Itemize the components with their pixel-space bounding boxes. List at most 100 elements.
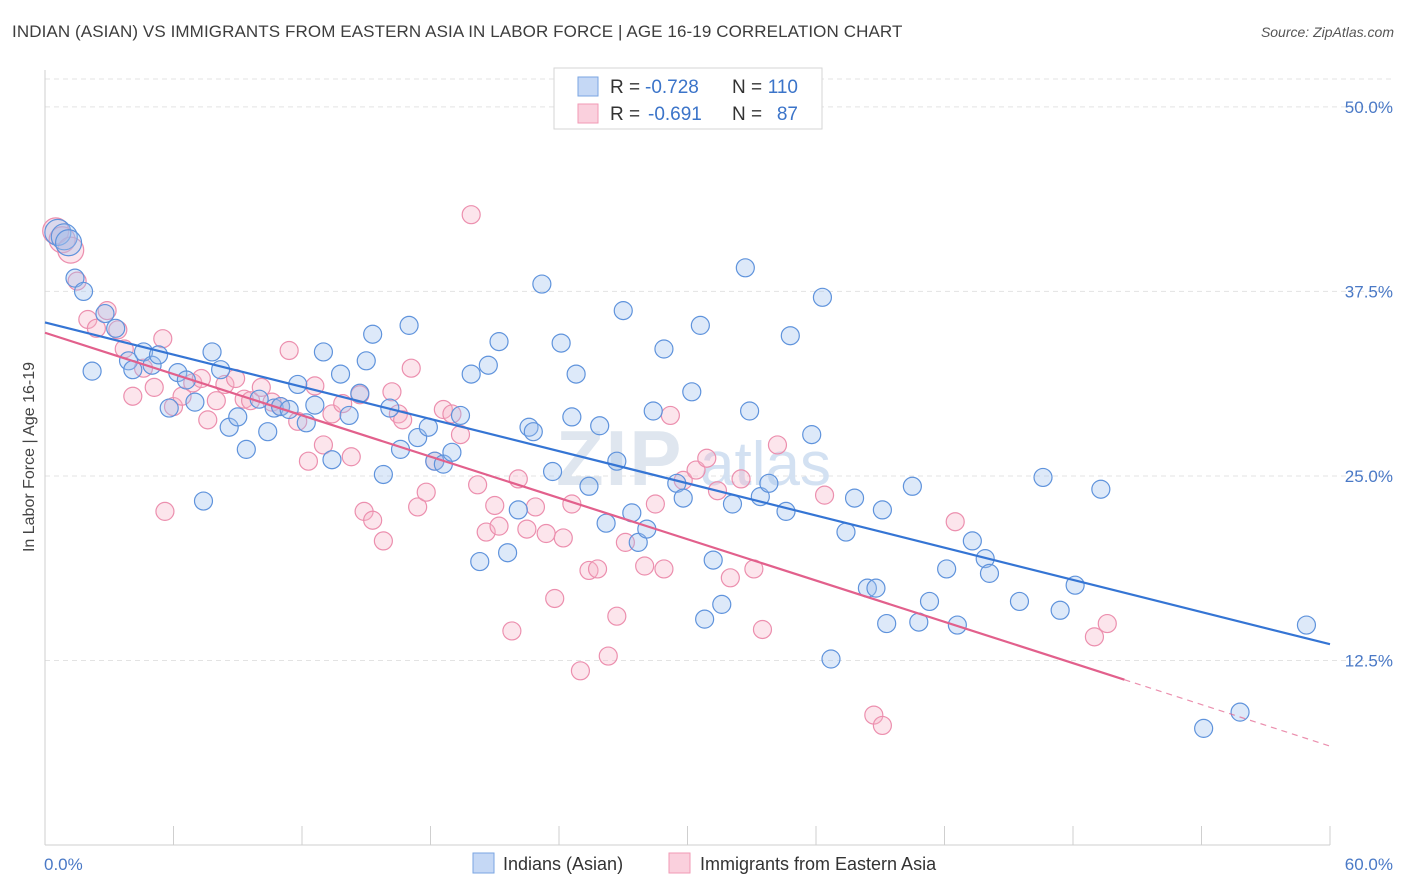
indians-asian-point	[562, 407, 582, 427]
immigrants-eastern-asia-point	[401, 358, 421, 378]
immigrants-eastern-asia-point	[485, 495, 505, 516]
indians-asian-point	[690, 315, 710, 335]
indians-asian-point	[759, 473, 779, 493]
indians-asian-point	[712, 594, 732, 614]
indians-asian-point	[566, 364, 586, 384]
y-tick-label: 50.0%	[1345, 98, 1393, 117]
indians-asian-point	[82, 361, 102, 381]
indians-asian-point	[356, 351, 376, 371]
indians-asian-point	[508, 500, 528, 520]
immigrants-eastern-asia-point	[720, 568, 740, 588]
indians-asian-point	[450, 405, 471, 426]
immigrants-eastern-asia-point	[416, 482, 436, 502]
indians-asian-point	[236, 439, 256, 459]
immigrants-eastern-asia-point	[502, 621, 522, 641]
indians-asian-point	[613, 301, 633, 321]
immigrants-eastern-asia-point	[945, 512, 965, 532]
indians-asian-point	[73, 281, 94, 302]
x-tick-label-max: 60.0%	[1345, 855, 1393, 874]
indians-asian-point	[866, 578, 886, 598]
immigrants-eastern-asia-point	[570, 661, 591, 681]
chart-title: INDIAN (ASIAN) VS IMMIGRANTS FROM EASTER…	[12, 22, 903, 41]
indians-asian-point	[330, 364, 351, 384]
indians-asian-point	[159, 398, 179, 418]
immigrants-eastern-asia-point	[67, 271, 87, 291]
indians-asian-point	[1033, 467, 1053, 488]
chart-source: Source: ZipAtlas.com	[1260, 24, 1394, 40]
trend-line-immigrants-eastern-asia	[44, 331, 1125, 681]
indians-asian-point	[1230, 702, 1250, 722]
immigrants-eastern-asia-point	[598, 646, 618, 666]
indians-asian-point	[202, 342, 222, 362]
immigrants-eastern-asia-point	[373, 531, 393, 551]
immigrants-eastern-asia-point	[341, 447, 361, 467]
x-tick-marks	[44, 826, 1331, 845]
immigrants-eastern-asia-point	[198, 410, 218, 430]
indians-asian-point	[313, 342, 334, 362]
indians-asian-point	[264, 398, 284, 418]
series-indians-asian-points	[44, 218, 1317, 738]
y-tick-label: 12.5%	[1345, 651, 1393, 670]
stats-legend-r-label-2: R =	[610, 104, 640, 125]
indians-asian-point	[902, 476, 922, 496]
immigrants-eastern-asia-point	[697, 448, 717, 468]
indians-asian-point	[776, 501, 796, 521]
indians-asian-point	[643, 401, 663, 421]
indians-asian-point	[470, 551, 490, 572]
immigrants-eastern-asia-point	[461, 205, 481, 225]
indians-asian-point	[461, 364, 481, 384]
indians-asian-point	[185, 392, 205, 412]
stats-legend-n-label-1: N =	[732, 77, 762, 98]
indians-asian-point	[1194, 718, 1214, 738]
stats-legend-r-value-2: -0.691	[648, 104, 702, 125]
immigrants-eastern-asia-point	[536, 523, 556, 544]
immigrants-eastern-asia-point	[408, 497, 428, 517]
indians-asian-point	[373, 464, 393, 485]
immigrants-eastern-asia-point	[279, 340, 299, 361]
indians-asian-point	[780, 326, 800, 346]
watermark: ZIP atlas	[556, 414, 831, 502]
x-tick-label-min: 0.0%	[44, 855, 83, 874]
indians-asian-point	[673, 488, 693, 508]
series-immigrants-eastern-asia-points	[42, 95, 1117, 736]
stats-legend-box	[553, 67, 823, 130]
indians-asian-point	[590, 416, 610, 436]
series-legend-blue-swatch	[472, 852, 495, 874]
immigrants-eastern-asia-point	[635, 556, 655, 576]
indians-asian-point	[228, 407, 248, 427]
indians-asian-point	[695, 609, 715, 629]
immigrants-eastern-asia-point	[393, 410, 413, 430]
immigrants-eastern-asia-point	[607, 606, 627, 626]
indians-asian-point	[1296, 615, 1317, 635]
indians-asian-point	[478, 355, 498, 375]
immigrants-eastern-asia-point	[767, 435, 788, 455]
series-legend: Indians (Asian) Immigrants from Eastern …	[472, 852, 937, 874]
indians-asian-point	[821, 649, 841, 669]
immigrants-eastern-asia-point	[298, 451, 319, 471]
indians-asian-point	[54, 229, 83, 257]
series-legend-label-indians: Indians (Asian)	[503, 854, 623, 874]
indians-asian-point	[442, 442, 462, 462]
indians-asian-point	[399, 315, 419, 335]
immigrants-eastern-asia-point	[553, 528, 573, 548]
indians-asian-point	[532, 274, 552, 294]
immigrants-eastern-asia-point	[153, 329, 173, 349]
stats-legend-r-label-1: R =	[610, 77, 640, 98]
stats-legend-n-label-2: N =	[732, 104, 762, 125]
grid-lines	[45, 78, 1395, 661]
indians-asian-point	[258, 422, 278, 442]
immigrants-eastern-asia-point	[517, 519, 537, 539]
indians-asian-point	[937, 559, 957, 579]
indians-asian-point	[596, 513, 616, 533]
indians-asian-point	[305, 395, 325, 415]
immigrants-eastern-asia-point	[1084, 627, 1105, 647]
stats-legend-n-value-2: 87	[777, 104, 798, 125]
immigrants-eastern-asia-point	[86, 318, 107, 338]
indians-asian-point	[682, 382, 702, 402]
indians-asian-point	[339, 405, 359, 426]
immigrants-eastern-asia-point	[731, 469, 751, 489]
watermark-atlas: atlas	[700, 430, 831, 499]
immigrants-eastern-asia-point	[525, 497, 546, 517]
indians-asian-point	[802, 425, 822, 445]
immigrants-eastern-asia-point	[489, 516, 509, 536]
